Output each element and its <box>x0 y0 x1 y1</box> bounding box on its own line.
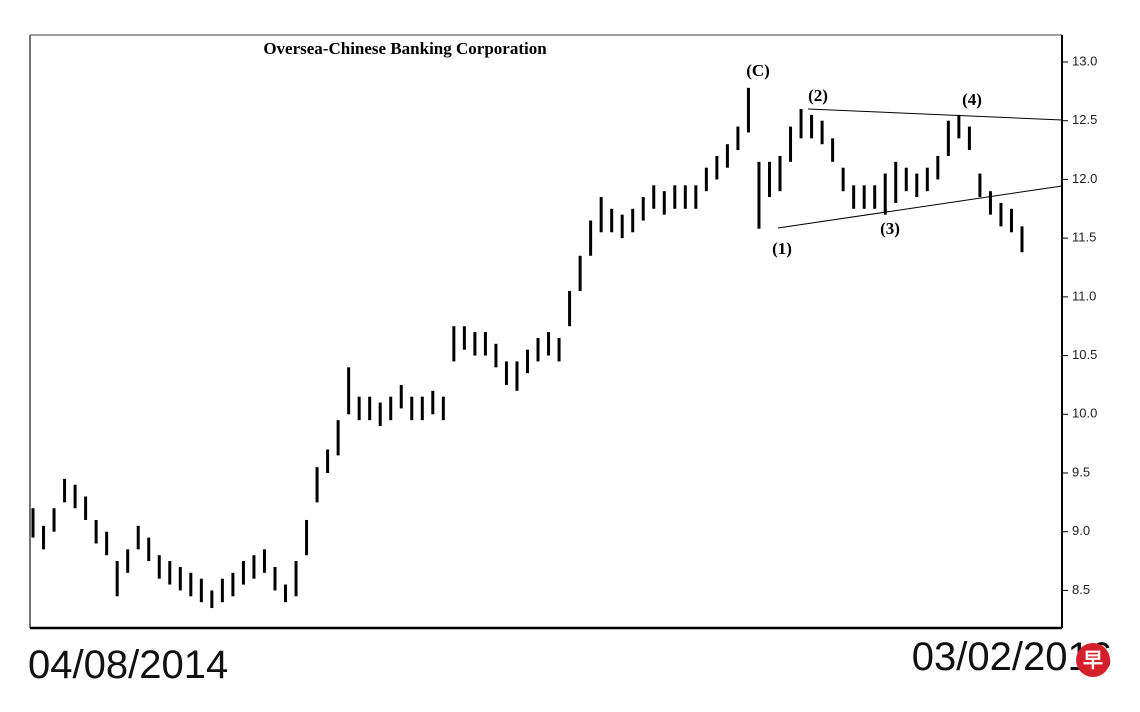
annotation: (3) <box>880 219 900 238</box>
y-tick-label: 12.5 <box>1072 112 1097 127</box>
annotation: (1) <box>772 239 792 258</box>
logo <box>1076 643 1110 677</box>
logo-text: 早 <box>1083 650 1103 672</box>
y-tick-label: 8.5 <box>1072 582 1090 597</box>
start-date: 04/08/2014 <box>28 643 228 687</box>
y-tick-label: 11.0 <box>1072 288 1096 303</box>
annotation: (4) <box>962 90 982 109</box>
trendline-lower <box>777 185 1063 229</box>
y-tick-label: 11.5 <box>1072 230 1096 245</box>
y-tick-label: 12.0 <box>1072 171 1097 186</box>
annotation: (C) <box>746 61 770 80</box>
trendline-upper <box>807 108 1063 121</box>
y-tick-label: 10.0 <box>1072 406 1097 421</box>
annotation: (2) <box>808 86 828 105</box>
y-tick-label: 9.0 <box>1072 523 1090 538</box>
y-tick-label: 13.0 <box>1072 53 1097 68</box>
y-tick-label: 9.5 <box>1072 464 1090 479</box>
y-tick-label: 10.5 <box>1072 347 1097 362</box>
chart-title: Oversea-Chinese Banking Corporation <box>263 39 547 58</box>
